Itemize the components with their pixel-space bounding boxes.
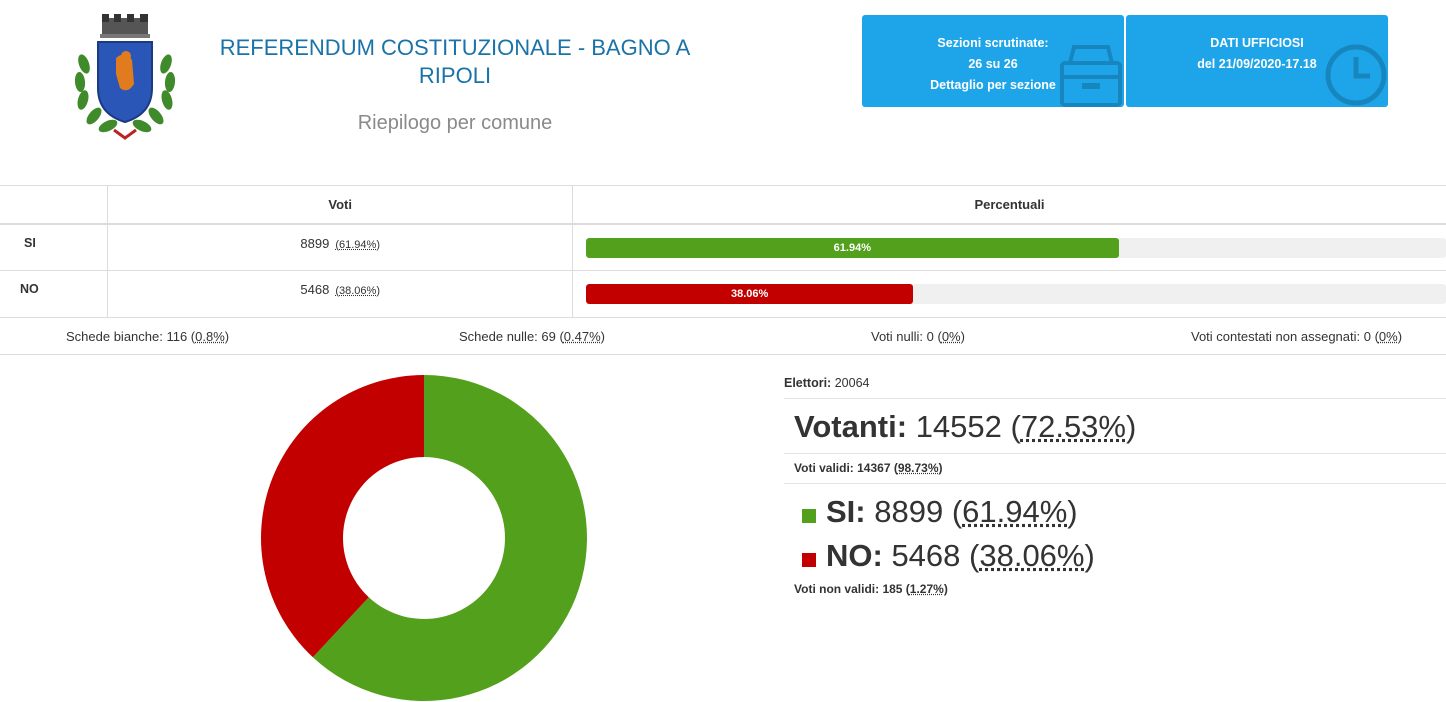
stat-end: ) (600, 329, 606, 344)
row-bar: 38.06% (572, 270, 1446, 318)
header-voti: Voti (107, 185, 573, 225)
summary-panel: Elettori: 20064 Votanti: 14552 (72.53%) … (784, 376, 1446, 596)
stat-pct: 0.8% (195, 329, 225, 344)
si-value: 8899 ( (865, 494, 963, 529)
validi-pct: 98.73% (897, 461, 939, 475)
stat-pct: 0.47% (563, 329, 601, 344)
row-label: NO (0, 270, 109, 318)
stat-label: Schede bianche: 116 ( (66, 329, 196, 344)
progress-fill-no: 38.06% (586, 284, 914, 304)
voti-non-validi: Voti non validi: 185 (1.27%) (784, 578, 1446, 596)
si-label: SI: (826, 494, 866, 529)
stat-pct: 0% (1378, 329, 1398, 344)
donut-chart (261, 375, 587, 701)
no-label: NO: (826, 538, 883, 573)
voti-validi: Voti validi: 14367 (98.73%) (784, 454, 1446, 484)
validi-label: Voti validi: 14367 ( (794, 461, 898, 475)
si-pct: 61.94% (962, 494, 1068, 529)
page-title: REFERENDUM COSTITUZIONALE - BAGNO A RIPO… (219, 35, 691, 88)
table-row-si: SI 8899 (61.94%) 61.94% (0, 223, 1446, 271)
stats-row: Schede bianche: 116 (0.8%) Schede nulle:… (0, 318, 1446, 355)
summary-si: SI: 8899 (61.94%) (784, 490, 1446, 534)
nonvalidi-label: Voti non validi: 185 ( (794, 582, 910, 596)
progress-fill-si: 61.94% (586, 237, 1119, 258)
progress-track: 61.94% (586, 237, 1446, 258)
row-votes: 5468 (38.06%) (107, 270, 573, 318)
summary-no: NO: 5468 (38.06%) (784, 534, 1446, 578)
schede-nulle: Schede nulle: 69 (0.47%) (459, 329, 605, 344)
stat-pct: 0% (941, 329, 961, 344)
sezioni-count: 26 su 26 (968, 57, 1018, 71)
page-subtitle: Riepilogo per comune (357, 112, 553, 134)
clock-icon (1325, 44, 1387, 106)
si-legend-square (802, 508, 816, 523)
row-label: SI (0, 223, 109, 271)
header-percentuali: Percentuali (572, 185, 1446, 225)
sezioni-scrutinate-box[interactable]: Sezioni scrutinate: 26 su 26 Dettaglio p… (862, 15, 1124, 107)
dati-timestamp: del 21/09/2020-17.18 (1197, 57, 1317, 71)
no-value: 5468 ( (882, 538, 980, 573)
nonvalidi-pct: 1.27% (909, 582, 944, 596)
no-end: ) (1084, 538, 1095, 573)
table-row-no: NO 5468 (38.06%) 38.06% (0, 270, 1446, 318)
voti-nulli: Voti nulli: 0 (0%) (871, 329, 965, 344)
sezioni-label: Sezioni scrutinate: (937, 36, 1049, 50)
stat-end: ) (960, 329, 965, 344)
votanti-value: 14552 ( (907, 409, 1021, 444)
dati-ufficiosi-label: DATI UFFICIOSI (1210, 36, 1304, 50)
row-bar: 61.94% (572, 223, 1446, 271)
votes-count: 8899 (300, 235, 330, 251)
dettaglio-sezione-link[interactable]: Dettaglio per sezione (930, 78, 1056, 92)
votes-pct: (38.06%) (335, 285, 380, 297)
dati-ufficiosi-box: DATI UFFICIOSI del 21/09/2020-17.18 (1126, 15, 1388, 107)
voti-contestati: Voti contestati non assegnati: 0 (0%) (1191, 329, 1402, 344)
votanti-label: Votanti: (794, 409, 908, 444)
results-table: Voti Percentuali SI 8899 (61.94%) 61.94% … (0, 185, 1446, 318)
row-votes: 8899 (61.94%) (107, 223, 573, 271)
stat-end: ) (224, 329, 230, 344)
si-end: ) (1067, 494, 1078, 529)
donut-slice-si[interactable] (312, 375, 587, 701)
progress-track: 38.06% (586, 284, 1446, 304)
municipal-crest-icon (74, 14, 176, 140)
votanti-pct: 72.53% (1020, 409, 1126, 444)
votanti: Votanti: 14552 (72.53%) (784, 399, 1446, 454)
validi-end: ) (938, 461, 943, 475)
votes-pct: (61.94%) (335, 238, 380, 251)
archive-box-icon (1060, 45, 1122, 107)
no-pct: 38.06% (979, 538, 1085, 573)
donut-slice-no[interactable] (261, 375, 424, 658)
elettori-label: Elettori: (784, 376, 832, 390)
no-legend-square (802, 552, 816, 567)
header-empty (0, 185, 109, 225)
votes-count: 5468 (300, 282, 330, 297)
elettori-value: 20064 (831, 376, 870, 390)
nonvalidi-end: ) (943, 582, 948, 596)
stat-end: ) (1397, 329, 1403, 344)
votanti-end: ) (1125, 409, 1137, 444)
elettori: Elettori: 20064 (784, 376, 1446, 399)
stat-label: Voti contestati non assegnati: 0 ( (1191, 329, 1379, 344)
schede-bianche: Schede bianche: 116 (0.8%) (66, 329, 229, 344)
stat-label: Schede nulle: 69 ( (459, 329, 564, 344)
stat-label: Voti nulli: 0 ( (871, 329, 942, 344)
